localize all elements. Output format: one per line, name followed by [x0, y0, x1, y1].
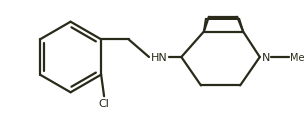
Text: Cl: Cl [99, 98, 110, 108]
Text: Me: Me [290, 53, 305, 62]
Text: HN: HN [151, 53, 167, 62]
Text: N: N [262, 53, 270, 62]
